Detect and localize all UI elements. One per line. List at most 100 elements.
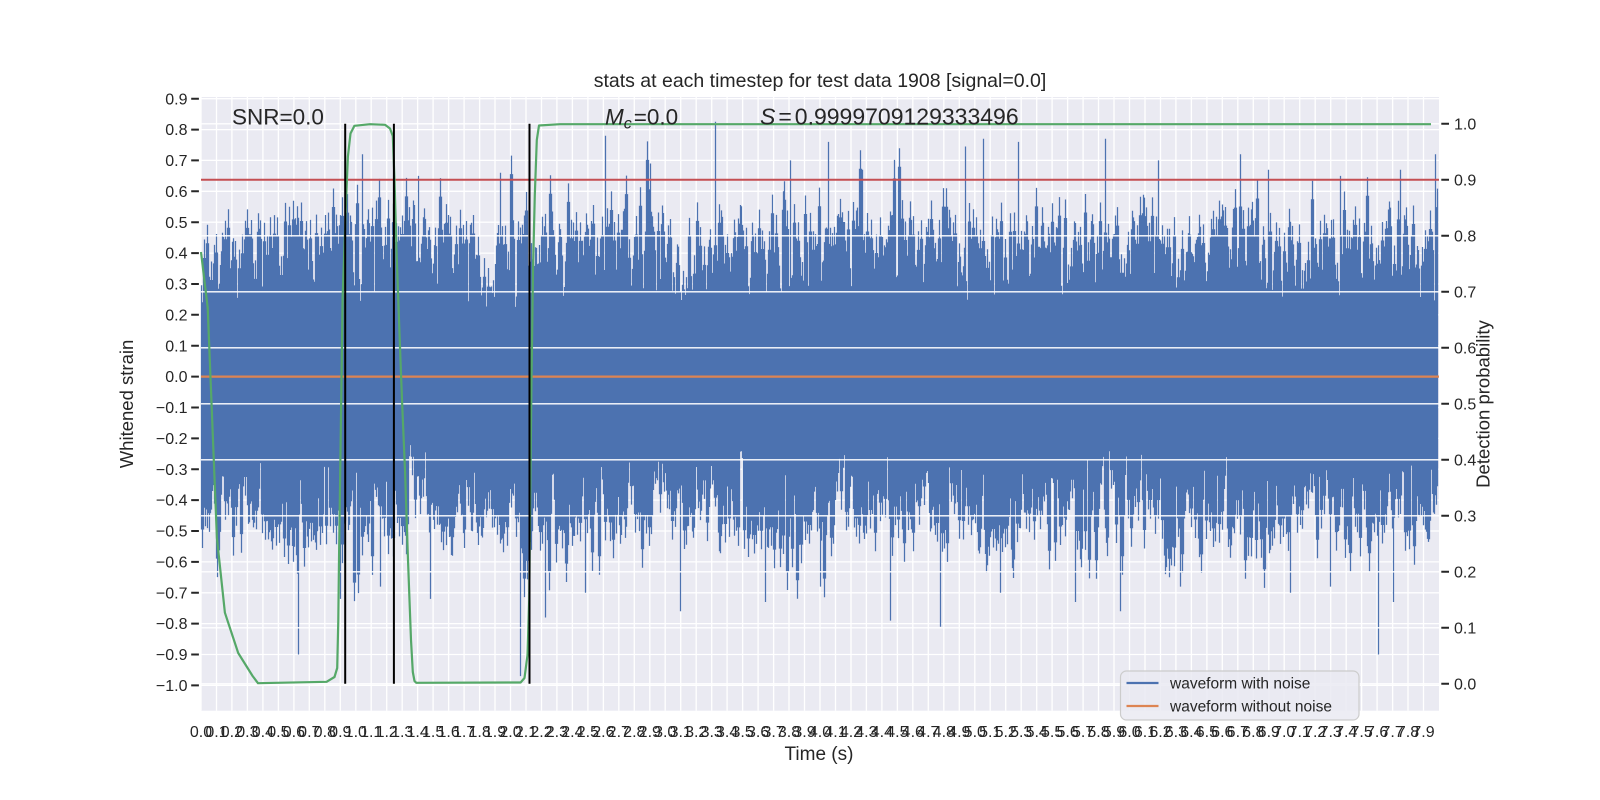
svg-text:Detection probability: Detection probability: [1473, 319, 1494, 487]
svg-text:0.0: 0.0: [190, 724, 212, 741]
svg-text:S=0.9999709129333496: S = 0.9999709129333496: [760, 104, 1019, 130]
svg-text:3.4: 3.4: [716, 724, 738, 741]
svg-text:7.4: 7.4: [1335, 724, 1357, 741]
svg-text:5.9: 5.9: [1103, 724, 1125, 741]
svg-text:0.2: 0.2: [165, 307, 187, 324]
svg-text:3.7: 3.7: [762, 724, 784, 741]
svg-text:−0.1: −0.1: [156, 400, 188, 417]
svg-text:6.4: 6.4: [1180, 724, 1202, 741]
svg-text:0.0: 0.0: [165, 369, 187, 386]
svg-text:1.1: 1.1: [360, 724, 382, 741]
svg-text:1.0: 1.0: [1454, 116, 1476, 133]
svg-text:2.7: 2.7: [608, 724, 630, 741]
svg-text:1.8: 1.8: [468, 724, 490, 741]
svg-text:6.6: 6.6: [1211, 724, 1233, 741]
svg-text:0.3: 0.3: [236, 724, 258, 741]
svg-text:1.3: 1.3: [391, 724, 413, 741]
svg-text:0.2: 0.2: [1454, 564, 1476, 581]
svg-text:7.2: 7.2: [1304, 724, 1326, 741]
svg-text:0.7: 0.7: [165, 153, 187, 170]
svg-text:0.4: 0.4: [165, 246, 187, 263]
svg-text:−0.8: −0.8: [156, 616, 188, 633]
svg-text:6.1: 6.1: [1134, 724, 1156, 741]
svg-text:0.7: 0.7: [1454, 284, 1476, 301]
svg-text:−0.3: −0.3: [156, 462, 188, 479]
svg-text:6.0: 6.0: [1118, 724, 1140, 741]
svg-text:0.9: 0.9: [165, 91, 187, 108]
svg-text:−0.5: −0.5: [156, 524, 188, 541]
svg-text:3.8: 3.8: [778, 724, 800, 741]
svg-text:2.2: 2.2: [530, 724, 552, 741]
svg-text:Whitened strain: Whitened strain: [116, 340, 137, 469]
svg-text:5.1: 5.1: [979, 724, 1001, 741]
svg-text:4.8: 4.8: [933, 724, 955, 741]
svg-text:2.4: 2.4: [561, 724, 583, 741]
svg-text:4.2: 4.2: [840, 724, 862, 741]
svg-text:3.2: 3.2: [685, 724, 707, 741]
svg-text:3.3: 3.3: [701, 724, 723, 741]
svg-text:7.5: 7.5: [1350, 724, 1372, 741]
svg-text:−0.7: −0.7: [156, 585, 188, 602]
svg-text:4.6: 4.6: [902, 724, 924, 741]
svg-text:1.9: 1.9: [484, 724, 506, 741]
svg-text:0.7: 0.7: [298, 724, 320, 741]
svg-text:waveform without noise: waveform without noise: [1169, 699, 1332, 716]
svg-text:7.1: 7.1: [1289, 724, 1311, 741]
svg-text:7.0: 7.0: [1273, 724, 1295, 741]
svg-text:7.6: 7.6: [1366, 724, 1388, 741]
svg-text:0.8: 0.8: [165, 122, 187, 139]
svg-text:3.1: 3.1: [670, 724, 692, 741]
svg-text:7.8: 7.8: [1397, 724, 1419, 741]
svg-text:4.1: 4.1: [824, 724, 846, 741]
svg-text:6.9: 6.9: [1258, 724, 1280, 741]
svg-text:0.1: 0.1: [1454, 620, 1476, 637]
svg-text:1.6: 1.6: [437, 724, 459, 741]
svg-text:3.9: 3.9: [793, 724, 815, 741]
svg-text:0.4: 0.4: [252, 724, 274, 741]
svg-text:0.9: 0.9: [1454, 172, 1476, 189]
svg-text:4.5: 4.5: [886, 724, 908, 741]
svg-text:4.3: 4.3: [855, 724, 877, 741]
svg-text:7.3: 7.3: [1320, 724, 1342, 741]
svg-text:2.5: 2.5: [577, 724, 599, 741]
svg-text:4.0: 4.0: [809, 724, 831, 741]
svg-text:5.7: 5.7: [1072, 724, 1094, 741]
svg-text:−0.9: −0.9: [156, 647, 188, 664]
svg-text:2.3: 2.3: [546, 724, 568, 741]
svg-text:0.2: 0.2: [221, 724, 243, 741]
svg-text:5.5: 5.5: [1041, 724, 1063, 741]
svg-text:2.1: 2.1: [515, 724, 537, 741]
svg-text:0.8: 0.8: [1454, 228, 1476, 245]
svg-text:2.9: 2.9: [639, 724, 661, 741]
svg-text:6.2: 6.2: [1149, 724, 1171, 741]
svg-text:1.0: 1.0: [345, 724, 367, 741]
svg-text:6.3: 6.3: [1165, 724, 1187, 741]
svg-text:0.8: 0.8: [314, 724, 336, 741]
svg-text:0.9: 0.9: [329, 724, 351, 741]
svg-text:1.2: 1.2: [376, 724, 398, 741]
svg-text:0.4: 0.4: [1454, 452, 1476, 469]
svg-text:0.6: 0.6: [165, 184, 187, 201]
svg-text:2.6: 2.6: [592, 724, 614, 741]
svg-text:0.5: 0.5: [1454, 396, 1476, 413]
svg-text:0.1: 0.1: [205, 724, 227, 741]
svg-text:5.4: 5.4: [1026, 724, 1048, 741]
svg-text:waveform with noise: waveform with noise: [1169, 676, 1310, 693]
svg-text:0.5: 0.5: [165, 215, 187, 232]
svg-text:4.4: 4.4: [871, 724, 893, 741]
svg-text:−0.4: −0.4: [156, 493, 188, 510]
svg-text:3.5: 3.5: [731, 724, 753, 741]
svg-text:5.8: 5.8: [1087, 724, 1109, 741]
svg-text:6.7: 6.7: [1227, 724, 1249, 741]
svg-text:5.2: 5.2: [995, 724, 1017, 741]
svg-text:4.9: 4.9: [948, 724, 970, 741]
svg-text:1.4: 1.4: [406, 724, 428, 741]
svg-text:5.3: 5.3: [1010, 724, 1032, 741]
svg-text:−1.0: −1.0: [156, 678, 188, 695]
svg-text:0.6: 0.6: [283, 724, 305, 741]
svg-text:0.6: 0.6: [1454, 340, 1476, 357]
svg-text:1.7: 1.7: [453, 724, 475, 741]
svg-text:6.5: 6.5: [1196, 724, 1218, 741]
svg-text:Time (s): Time (s): [785, 744, 854, 765]
svg-text:7.9: 7.9: [1412, 724, 1434, 741]
